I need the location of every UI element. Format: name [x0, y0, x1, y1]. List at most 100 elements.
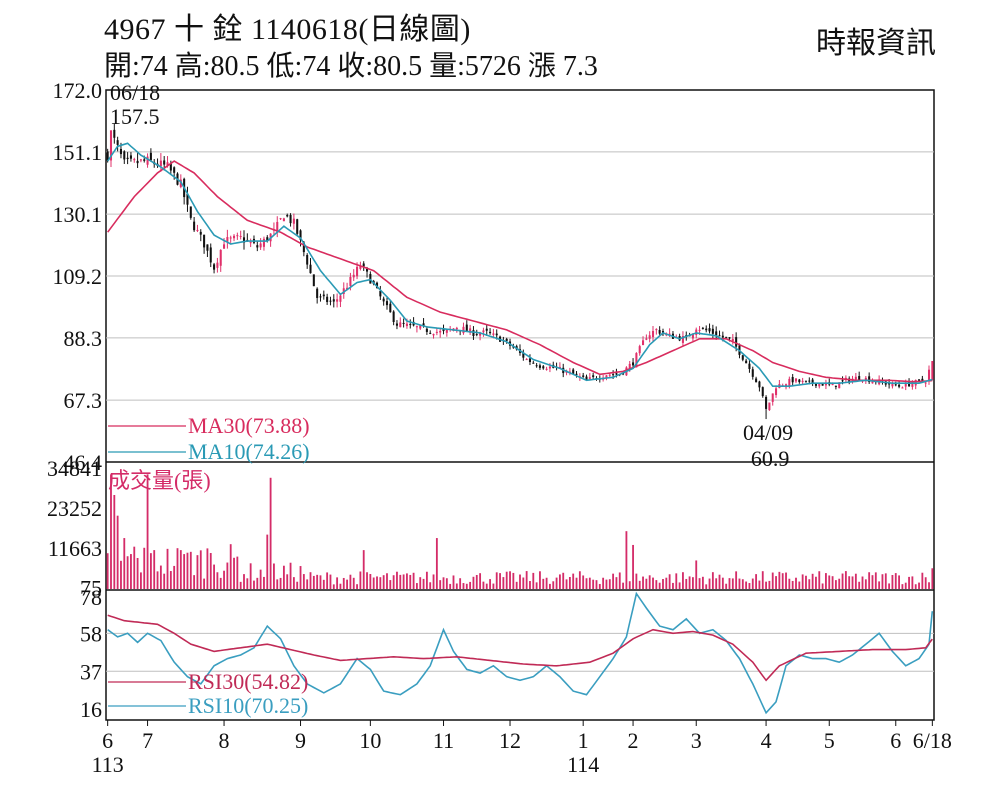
volume-bar [668, 574, 671, 589]
volume-bar [622, 582, 624, 589]
x-month-label: 11 [433, 728, 454, 753]
candle-body [632, 362, 635, 366]
volume-bar [445, 578, 448, 589]
volume-bar [475, 574, 478, 589]
candle-body [123, 151, 126, 160]
volume-bar [206, 548, 209, 589]
candle-body [186, 193, 189, 205]
volume-bar [911, 576, 914, 589]
volume-bar [608, 579, 611, 589]
candle-body [758, 381, 761, 388]
candle-body [811, 379, 814, 384]
volume-bar [499, 573, 501, 589]
volume-bar [928, 582, 930, 589]
candle-body [199, 231, 202, 235]
candle-body [223, 244, 226, 249]
candle-body [525, 359, 528, 361]
candle-body [718, 335, 721, 337]
candle-body [708, 328, 711, 332]
candle-body [891, 382, 894, 387]
candle-body [801, 380, 804, 382]
candle-body [668, 333, 671, 335]
volume-bar [698, 578, 701, 589]
volume-bar [695, 560, 698, 589]
volume-bar [259, 569, 262, 589]
volume-bar [768, 580, 771, 589]
volume-bar [110, 474, 112, 589]
volume-bar [515, 581, 518, 589]
volume-bar [462, 583, 465, 589]
volume-bar [319, 575, 322, 589]
volume-bar [116, 515, 119, 589]
volume-bar [309, 572, 312, 589]
rsi-y-tick-label: 16 [80, 697, 102, 722]
volume-bar [386, 573, 388, 589]
candle-body [505, 338, 508, 341]
candle-body [592, 375, 595, 377]
volume-bar [396, 571, 398, 589]
candle-body [382, 298, 385, 302]
candle-body [831, 384, 834, 386]
candle-body [395, 323, 398, 326]
candle-body [814, 383, 817, 386]
candle-body [339, 295, 342, 302]
volume-bar [412, 572, 415, 589]
low-annotation-value: 60.9 [751, 446, 790, 471]
volume-bar [492, 583, 495, 589]
volume-bar [765, 581, 767, 589]
rsi-y-tick-label: 37 [80, 659, 102, 684]
volume-bar [615, 577, 618, 589]
volume-bar [851, 576, 854, 589]
candle-body [319, 296, 322, 298]
volume-bar [502, 577, 505, 589]
volume-bar [881, 574, 884, 589]
volume-bar [761, 571, 764, 589]
volume-y-tick-label: 23252 [47, 496, 102, 521]
x-month-label: 6 [102, 728, 113, 753]
candle-body [622, 373, 625, 375]
candle-body [838, 382, 841, 389]
volume-bar [568, 577, 571, 589]
candle-body [642, 340, 645, 346]
candle-body [775, 388, 778, 396]
volume-bar [878, 581, 881, 589]
volume-bar [372, 577, 375, 589]
volume-bar [402, 574, 405, 589]
candle-body [169, 163, 172, 171]
candle-body [385, 301, 389, 306]
x-month-label: 9 [295, 728, 306, 753]
volume-bar [196, 555, 199, 589]
volume-bar [419, 577, 422, 589]
low-annotation-date: 04/09 [743, 420, 793, 445]
candle-body [432, 334, 435, 336]
volume-bar [485, 583, 488, 589]
candle-body [705, 328, 708, 331]
candle-body [824, 383, 827, 386]
x-year-label: 114 [567, 752, 599, 777]
volume-bar [801, 574, 804, 589]
candle-body [748, 363, 751, 370]
volume-bar [901, 584, 904, 589]
candle-body [735, 337, 738, 347]
volume-bar [741, 579, 744, 589]
volume-bar [725, 583, 728, 589]
candle-body [306, 255, 309, 265]
candle-body [116, 140, 119, 145]
volume-bar [209, 553, 212, 589]
volume-bar [595, 580, 598, 589]
candle-body [931, 361, 934, 381]
volume-bar [422, 578, 425, 589]
candle-body [635, 353, 638, 368]
volume-bar [665, 577, 668, 589]
candle-body [798, 379, 801, 383]
candle-body [535, 365, 538, 367]
volume-bar [688, 576, 691, 589]
volume-bar [339, 583, 342, 589]
candle-body [133, 159, 136, 161]
volume-bar [429, 582, 432, 589]
candle-body [292, 218, 295, 224]
volume-bar [618, 572, 621, 589]
volume-bar [156, 571, 159, 589]
volume-bar [701, 576, 704, 589]
volume-bar [253, 580, 255, 589]
